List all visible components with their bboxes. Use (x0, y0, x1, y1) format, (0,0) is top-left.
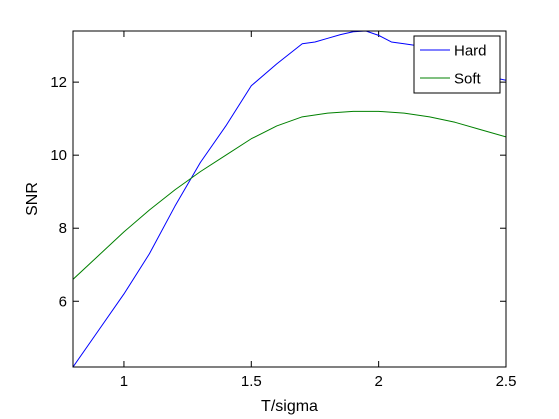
y-axis-label: SNR (24, 182, 41, 216)
y-tick-label: 8 (59, 220, 67, 237)
legend-label-hard: Hard (454, 43, 487, 60)
x-tick-label: 1 (120, 373, 128, 390)
y-axis-ticks: 6 8 10 12 (50, 74, 506, 310)
y-tick-label: 6 (59, 293, 67, 310)
x-tick-label: 1.5 (241, 373, 262, 390)
legend-box (413, 35, 501, 94)
series-line-soft (73, 110, 506, 280)
x-tick-label: 2.5 (496, 373, 517, 390)
legend: Hard Soft (413, 35, 501, 94)
legend-label-soft: Soft (454, 71, 482, 88)
y-tick-label: 12 (50, 74, 67, 91)
x-tick-label: 2 (374, 373, 382, 390)
y-tick-label: 10 (50, 147, 67, 164)
plot-frame (72, 30, 507, 368)
x-axis-label: T/sigma (261, 398, 318, 415)
